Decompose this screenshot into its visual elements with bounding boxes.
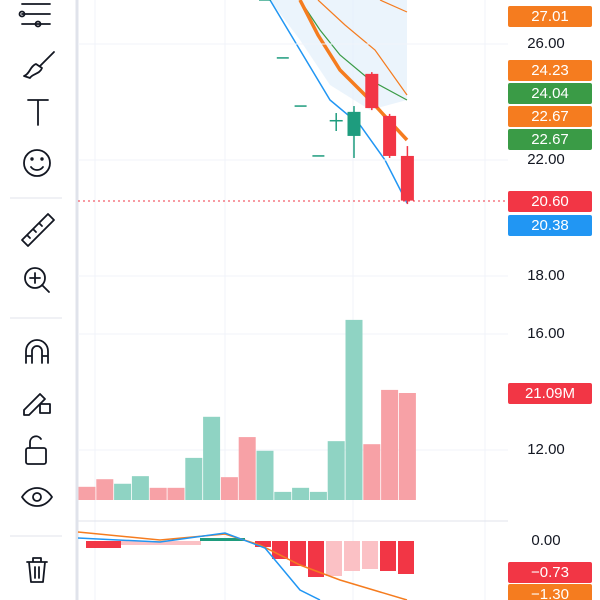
volume-bar [363,444,381,500]
price-badge-label: 21.09M [525,385,575,402]
volume-bar [78,486,96,500]
macd-badge [508,584,592,600]
price-tick-label: 16.00 [527,325,565,342]
macd-badge-label: −1.30 [531,586,569,600]
price-badge-label: 20.60 [531,193,569,210]
volume-bar [398,393,416,500]
tool-eye[interactable] [21,487,53,507]
candle-body [347,111,361,136]
volume-bar [345,319,363,500]
price-tick-label: 18.00 [527,267,565,284]
tool-trend[interactable] [18,3,51,28]
volume-bar [131,476,149,500]
ma-lines [269,0,409,204]
candle-body [400,155,414,201]
price-badge-label: 24.04 [531,85,569,102]
price-badge-label: 22.67 [531,131,569,148]
volume-bar [292,487,310,500]
v-grid [94,0,486,600]
macd-lines [77,531,408,600]
candle-body [365,73,379,109]
tool-emoji[interactable] [23,149,51,177]
volume-bar [309,491,327,500]
price-badge [508,191,592,212]
tool-lock-draw[interactable] [23,393,51,416]
tool-text[interactable] [27,99,49,126]
macd-badge [508,562,592,583]
candle-body [383,115,397,156]
tool-zoom[interactable] [24,267,50,293]
price-badge [508,6,592,27]
price-badge-label: 27.01 [531,8,569,25]
price-tick-label: 22.00 [527,151,565,168]
price-badge [508,60,592,81]
price-badge [508,215,592,236]
tool-magnet[interactable] [25,339,49,364]
price-badge-label: 22.67 [531,108,569,125]
price-badge-label: 24.23 [531,62,569,79]
tool-unlock[interactable] [25,435,47,465]
price-badge [508,383,592,404]
price-tick-label: 26.00 [527,35,565,52]
price-badge [508,129,592,150]
tool-ruler[interactable] [21,213,55,247]
tool-trash[interactable] [26,557,48,583]
macd-badge-label: −0.73 [531,564,569,581]
volume-bar [274,491,292,500]
ma-cloud [270,0,407,110]
volume-bar [256,450,274,500]
volume-bar [238,437,256,500]
volume-bar [203,416,221,500]
volume-bar [381,389,399,500]
volume-bar [96,479,114,500]
volume-bar [167,487,185,500]
price-tick-label: 12.00 [527,441,565,458]
tool-brush[interactable] [23,51,55,79]
candle-body [329,119,343,122]
volume-bar [149,487,167,500]
price-badge-label: 20.38 [531,217,569,234]
volume-bar [185,457,203,500]
volume-bar [114,483,132,500]
price-badge [508,83,592,104]
volume-bar [220,477,238,500]
toolbar [10,0,79,600]
volume-bar [327,441,345,500]
macd-histogram [86,538,414,577]
price-badge [508,106,592,127]
macd-tick-label: 0.00 [531,532,560,549]
